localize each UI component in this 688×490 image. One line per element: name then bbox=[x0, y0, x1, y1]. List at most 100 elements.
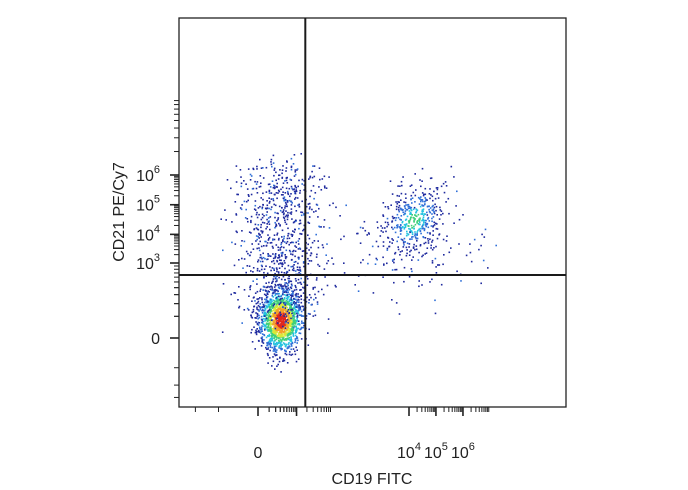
event-dot bbox=[259, 240, 261, 243]
event-dot bbox=[309, 176, 311, 179]
x-tick-label: 0 bbox=[254, 445, 263, 462]
event-dot bbox=[277, 246, 279, 249]
event-dot bbox=[300, 214, 303, 217]
event-dot bbox=[270, 161, 272, 163]
event-dot bbox=[294, 260, 297, 263]
event-dot bbox=[303, 189, 305, 191]
event-dot bbox=[303, 265, 305, 268]
event-dot bbox=[403, 244, 405, 246]
event-dot bbox=[275, 224, 278, 227]
event-dot bbox=[278, 292, 280, 295]
event-dot bbox=[271, 302, 274, 305]
event-dot bbox=[317, 240, 319, 242]
event-dot bbox=[262, 342, 265, 344]
event-dot bbox=[268, 311, 271, 314]
event-dot bbox=[269, 288, 272, 291]
event-dot bbox=[294, 171, 297, 173]
event-dot bbox=[424, 203, 426, 205]
event-dot bbox=[313, 310, 316, 312]
event-dot bbox=[235, 165, 238, 167]
event-dot bbox=[271, 293, 274, 295]
event-dot bbox=[286, 200, 289, 202]
event-dot bbox=[413, 206, 416, 209]
event-dot bbox=[296, 349, 298, 351]
event-dot bbox=[260, 256, 263, 259]
event-dot bbox=[427, 218, 429, 220]
event-dot bbox=[286, 310, 289, 313]
event-dot bbox=[297, 248, 300, 250]
event-dot bbox=[256, 211, 258, 214]
event-dot bbox=[456, 190, 458, 193]
event-dot bbox=[272, 260, 275, 262]
event-dot bbox=[300, 301, 303, 304]
event-dot bbox=[297, 256, 300, 259]
event-dot bbox=[281, 322, 283, 324]
event-dot bbox=[273, 262, 276, 265]
event-dot bbox=[391, 226, 393, 229]
event-dot bbox=[281, 207, 283, 209]
event-dot bbox=[291, 218, 293, 220]
event-dot bbox=[433, 190, 435, 193]
event-dot bbox=[317, 216, 319, 218]
event-dot bbox=[268, 322, 271, 324]
event-dot bbox=[294, 312, 296, 315]
event-dot bbox=[267, 183, 270, 186]
event-dot bbox=[300, 322, 303, 324]
event-dot bbox=[416, 220, 419, 222]
event-dot bbox=[279, 249, 282, 251]
event-dot bbox=[406, 252, 408, 255]
event-dot bbox=[261, 216, 264, 219]
event-dot bbox=[254, 223, 257, 226]
event-dot bbox=[266, 207, 269, 209]
event-dot bbox=[271, 282, 273, 284]
event-dot bbox=[246, 265, 249, 267]
event-dot bbox=[285, 177, 288, 179]
event-dot bbox=[399, 207, 402, 210]
event-dot bbox=[251, 311, 254, 314]
event-dot bbox=[274, 314, 277, 316]
event-dot bbox=[436, 223, 438, 225]
event-dot bbox=[269, 306, 272, 308]
event-dot bbox=[297, 204, 299, 206]
event-dot bbox=[398, 313, 401, 315]
event-dot bbox=[275, 303, 278, 306]
event-dot bbox=[427, 240, 430, 242]
event-dot bbox=[376, 221, 379, 223]
event-dot bbox=[221, 331, 224, 333]
event-dot bbox=[274, 253, 277, 255]
event-dot bbox=[421, 226, 423, 228]
event-dot bbox=[287, 297, 289, 299]
event-dot bbox=[298, 332, 301, 334]
event-dot bbox=[432, 204, 434, 207]
event-dot bbox=[438, 233, 441, 235]
event-dot bbox=[288, 337, 290, 339]
event-dot bbox=[284, 254, 286, 256]
event-dot bbox=[291, 317, 294, 320]
event-dot bbox=[292, 230, 294, 232]
event-dot bbox=[255, 213, 258, 216]
event-dot bbox=[249, 285, 252, 287]
event-dot bbox=[300, 153, 302, 155]
event-dot bbox=[287, 347, 290, 349]
event-dot bbox=[278, 283, 281, 286]
event-dot bbox=[300, 289, 302, 291]
event-dot bbox=[287, 211, 289, 214]
event-dot bbox=[278, 342, 281, 344]
event-dot bbox=[303, 224, 306, 227]
event-dot bbox=[301, 183, 303, 185]
event-dot bbox=[254, 200, 257, 202]
event-dot bbox=[272, 360, 275, 363]
event-dot bbox=[424, 237, 427, 239]
event-dot bbox=[320, 189, 323, 191]
event-dot bbox=[278, 326, 281, 329]
event-dot bbox=[281, 338, 284, 341]
event-dot bbox=[298, 304, 300, 306]
event-dot bbox=[289, 302, 292, 304]
event-dot bbox=[283, 237, 285, 240]
event-dot bbox=[225, 219, 227, 221]
event-dot bbox=[424, 213, 426, 215]
event-dot bbox=[294, 278, 297, 280]
event-dot bbox=[400, 180, 403, 183]
event-dot bbox=[307, 257, 309, 260]
event-dot bbox=[327, 318, 330, 320]
